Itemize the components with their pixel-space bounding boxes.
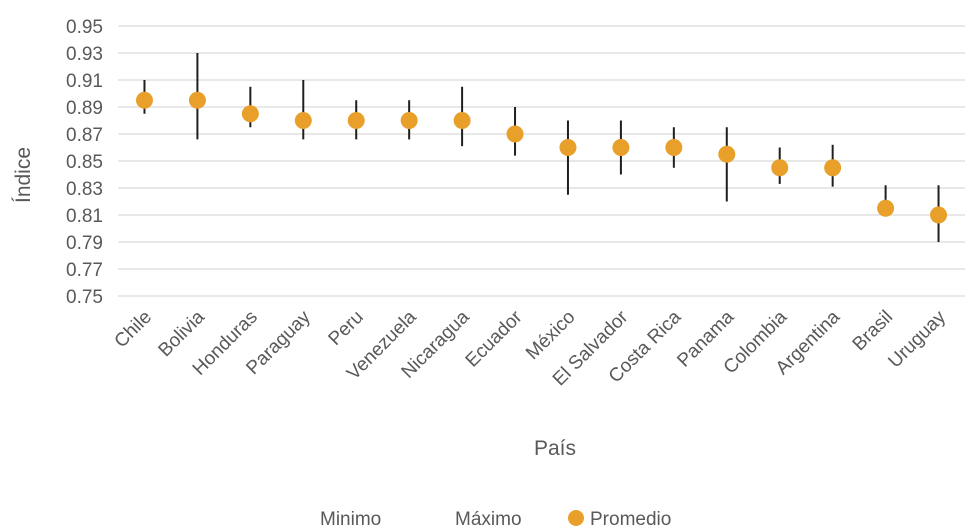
y-tick-label: 0.77 <box>66 260 103 281</box>
y-tick-label: 0.95 <box>66 17 103 38</box>
y-tick-label: 0.83 <box>66 179 103 200</box>
legend-minimo-label: Minimo <box>320 509 381 530</box>
y-tick-label: 0.91 <box>66 71 103 92</box>
promedio-points <box>135 91 948 224</box>
legend: Minimo Máximo Promedio <box>320 509 671 530</box>
promedio-point <box>771 159 789 177</box>
x-axis-title: País <box>534 437 576 460</box>
y-tick-label: 0.81 <box>66 206 103 227</box>
x-tick-label: Uruguay <box>884 306 950 372</box>
promedio-point <box>453 112 471 129</box>
promedio-point <box>294 112 312 129</box>
promedio-point <box>506 125 524 143</box>
promedio-point <box>559 139 577 156</box>
promedio-point <box>135 91 153 109</box>
promedio-point <box>347 112 365 129</box>
y-tick-label: 0.93 <box>66 44 103 65</box>
promedio-point <box>877 199 895 217</box>
y-tick-label: 0.79 <box>66 233 103 254</box>
promedio-point <box>665 139 683 156</box>
x-tick-label: Peru <box>325 307 368 350</box>
promedio-point <box>612 139 630 156</box>
promedio-point <box>241 105 259 123</box>
x-tick-label: Brasil <box>849 307 897 355</box>
y-tick-label: 0.85 <box>66 152 103 173</box>
gridlines <box>118 25 965 297</box>
x-tick-label: Chile <box>111 307 156 352</box>
legend-maximo-label: Máximo <box>455 509 522 530</box>
promedio-point <box>188 91 206 109</box>
promedio-point <box>718 145 736 163</box>
legend-promedio-label: Promedio <box>590 509 671 530</box>
y-tick-label: 0.75 <box>66 287 103 308</box>
x-tick-label: Ecuador <box>462 306 527 371</box>
promedio-point <box>400 112 418 129</box>
y-axis-title: Índice <box>12 147 35 203</box>
legend-promedio-marker <box>568 510 584 526</box>
y-axis-tick-labels: 0.75 0.77 0.79 0.81 0.83 0.85 0.87 0.89 0.91 0.93… <box>66 17 103 308</box>
promedio-point <box>824 159 842 177</box>
range-lines <box>143 53 940 242</box>
promedio-point <box>930 206 948 224</box>
y-tick-label: 0.89 <box>66 98 103 119</box>
y-tick-label: 0.87 <box>66 125 103 146</box>
